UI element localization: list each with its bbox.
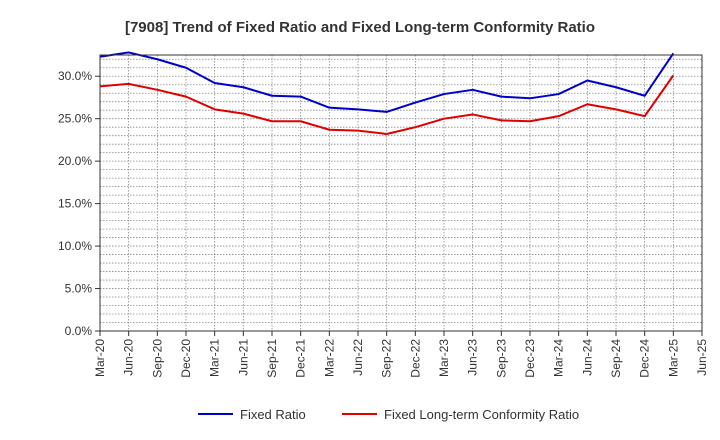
x-tick-label: Jun-22	[351, 339, 365, 376]
x-axis: Mar-20 Jun-20 Sep-20 Dec-20 Mar-21 Jun-21 Sep-…	[93, 331, 709, 378]
x-tick-label: Jun-23	[466, 339, 480, 376]
x-tick-label: Dec-23	[523, 339, 537, 378]
series-line-fixed-ratio	[99, 51, 675, 113]
y-tick-label: 0.0%	[65, 324, 93, 338]
x-tick-label: Dec-22	[408, 339, 422, 378]
x-tick-label: Mar-21	[208, 339, 222, 377]
x-tick-label: Sep-23	[494, 339, 508, 378]
y-tick-label: 10.0%	[58, 239, 92, 253]
y-tick-label: 5.0%	[65, 282, 93, 296]
legend-fixed-ratio: Fixed Ratio	[198, 407, 306, 422]
x-tick-label: Sep-24	[609, 339, 623, 378]
x-tick-label: Sep-20	[150, 339, 164, 378]
x-tick-label: Jun-24	[580, 339, 594, 376]
plot-area	[100, 55, 702, 331]
legend-label: Fixed Long-term Conformity Ratio	[384, 407, 579, 422]
chart-title: [7908] Trend of Fixed Ratio and Fixed Lo…	[125, 19, 595, 36]
x-tick-label: Mar-22	[322, 339, 336, 377]
x-tick-label: Jun-25	[695, 339, 709, 376]
x-tick-label: Mar-25	[666, 339, 680, 377]
legend-label: Fixed Ratio	[240, 407, 306, 422]
x-tick-label: Sep-21	[265, 339, 279, 378]
x-tick-label: Jun-21	[236, 339, 250, 376]
y-axis: 0.0% 5.0% 10.0% 15.0% 20.0% 25.0% 30.0%	[58, 69, 100, 338]
x-tick-label: Dec-21	[294, 339, 308, 378]
plot-frame	[99, 54, 703, 332]
grid-lines	[100, 55, 702, 331]
x-tick-label: Mar-24	[552, 339, 566, 377]
series-lines	[99, 51, 675, 135]
y-tick-label: 20.0%	[58, 154, 92, 168]
x-tick-label: Mar-20	[93, 339, 107, 377]
legend-fixed-long-term-conformity-ratio: Fixed Long-term Conformity Ratio	[342, 407, 579, 422]
x-tick-label: Dec-20	[179, 339, 193, 378]
x-tick-label: Mar-23	[437, 339, 451, 377]
x-tick-label: Jun-20	[122, 339, 136, 376]
y-tick-label: 30.0%	[58, 69, 92, 83]
series-line-fixed-long-term-conformity-ratio	[99, 74, 675, 135]
y-tick-label: 15.0%	[58, 197, 92, 211]
x-tick-label: Sep-22	[380, 339, 394, 378]
legend: Fixed Ratio Fixed Long-term Conformity Ra…	[198, 407, 579, 422]
x-tick-label: Dec-24	[638, 339, 652, 378]
y-tick-label: 25.0%	[58, 112, 92, 126]
